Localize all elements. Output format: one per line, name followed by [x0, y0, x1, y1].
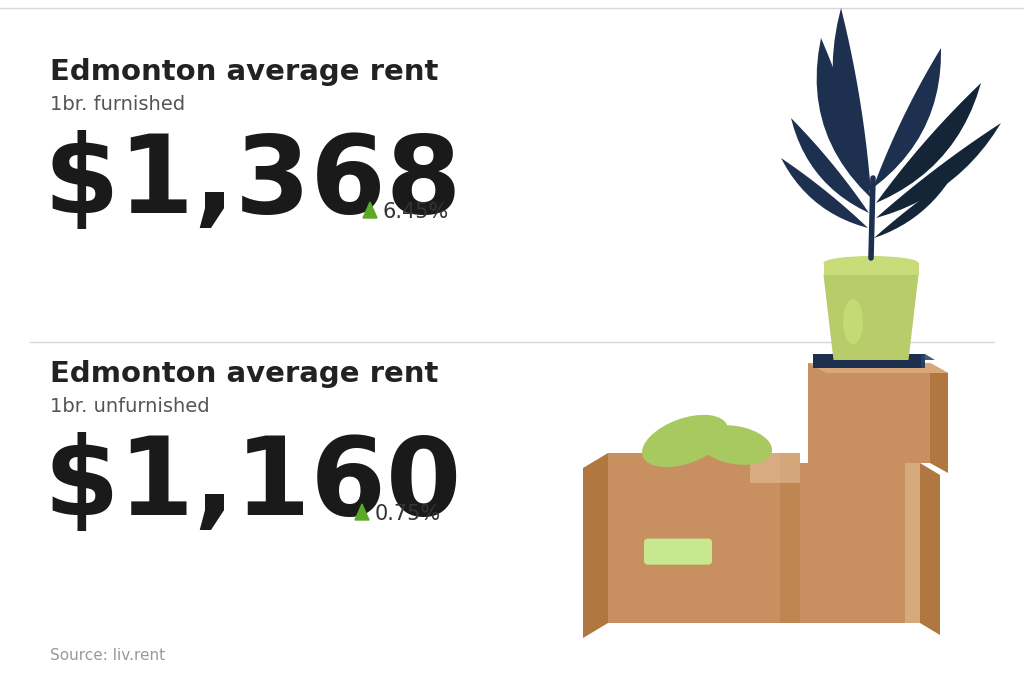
Polygon shape: [876, 83, 981, 203]
Polygon shape: [823, 275, 919, 360]
Ellipse shape: [698, 426, 772, 465]
Text: 0.75%: 0.75%: [375, 504, 441, 524]
Text: Edmonton average rent: Edmonton average rent: [50, 58, 438, 86]
Ellipse shape: [843, 299, 863, 344]
Polygon shape: [873, 48, 941, 188]
Polygon shape: [808, 363, 948, 373]
Polygon shape: [920, 463, 940, 635]
Polygon shape: [874, 178, 951, 238]
Polygon shape: [813, 354, 935, 360]
Polygon shape: [355, 504, 369, 520]
Polygon shape: [808, 363, 930, 463]
Polygon shape: [780, 453, 800, 623]
Text: Source: liv.rent: Source: liv.rent: [50, 648, 165, 663]
Text: 1br. unfurnished: 1br. unfurnished: [50, 397, 210, 416]
Text: $1,160: $1,160: [44, 432, 463, 538]
Polygon shape: [781, 158, 868, 228]
Polygon shape: [750, 453, 800, 483]
Ellipse shape: [642, 415, 728, 467]
Polygon shape: [833, 8, 871, 193]
FancyBboxPatch shape: [644, 539, 712, 565]
Polygon shape: [583, 453, 608, 638]
Ellipse shape: [823, 256, 919, 270]
Polygon shape: [608, 453, 800, 623]
Polygon shape: [790, 463, 920, 623]
Polygon shape: [791, 118, 869, 213]
Polygon shape: [905, 463, 920, 623]
Polygon shape: [823, 263, 919, 275]
Text: Edmonton average rent: Edmonton average rent: [50, 360, 438, 388]
Polygon shape: [921, 354, 925, 368]
Polygon shape: [876, 123, 1001, 218]
Text: $1,368: $1,368: [44, 130, 463, 236]
Polygon shape: [930, 363, 948, 473]
Polygon shape: [362, 202, 377, 218]
Polygon shape: [817, 38, 871, 198]
Text: 6.45%: 6.45%: [383, 202, 450, 222]
Polygon shape: [813, 354, 925, 368]
Text: 1br. furnished: 1br. furnished: [50, 95, 185, 114]
